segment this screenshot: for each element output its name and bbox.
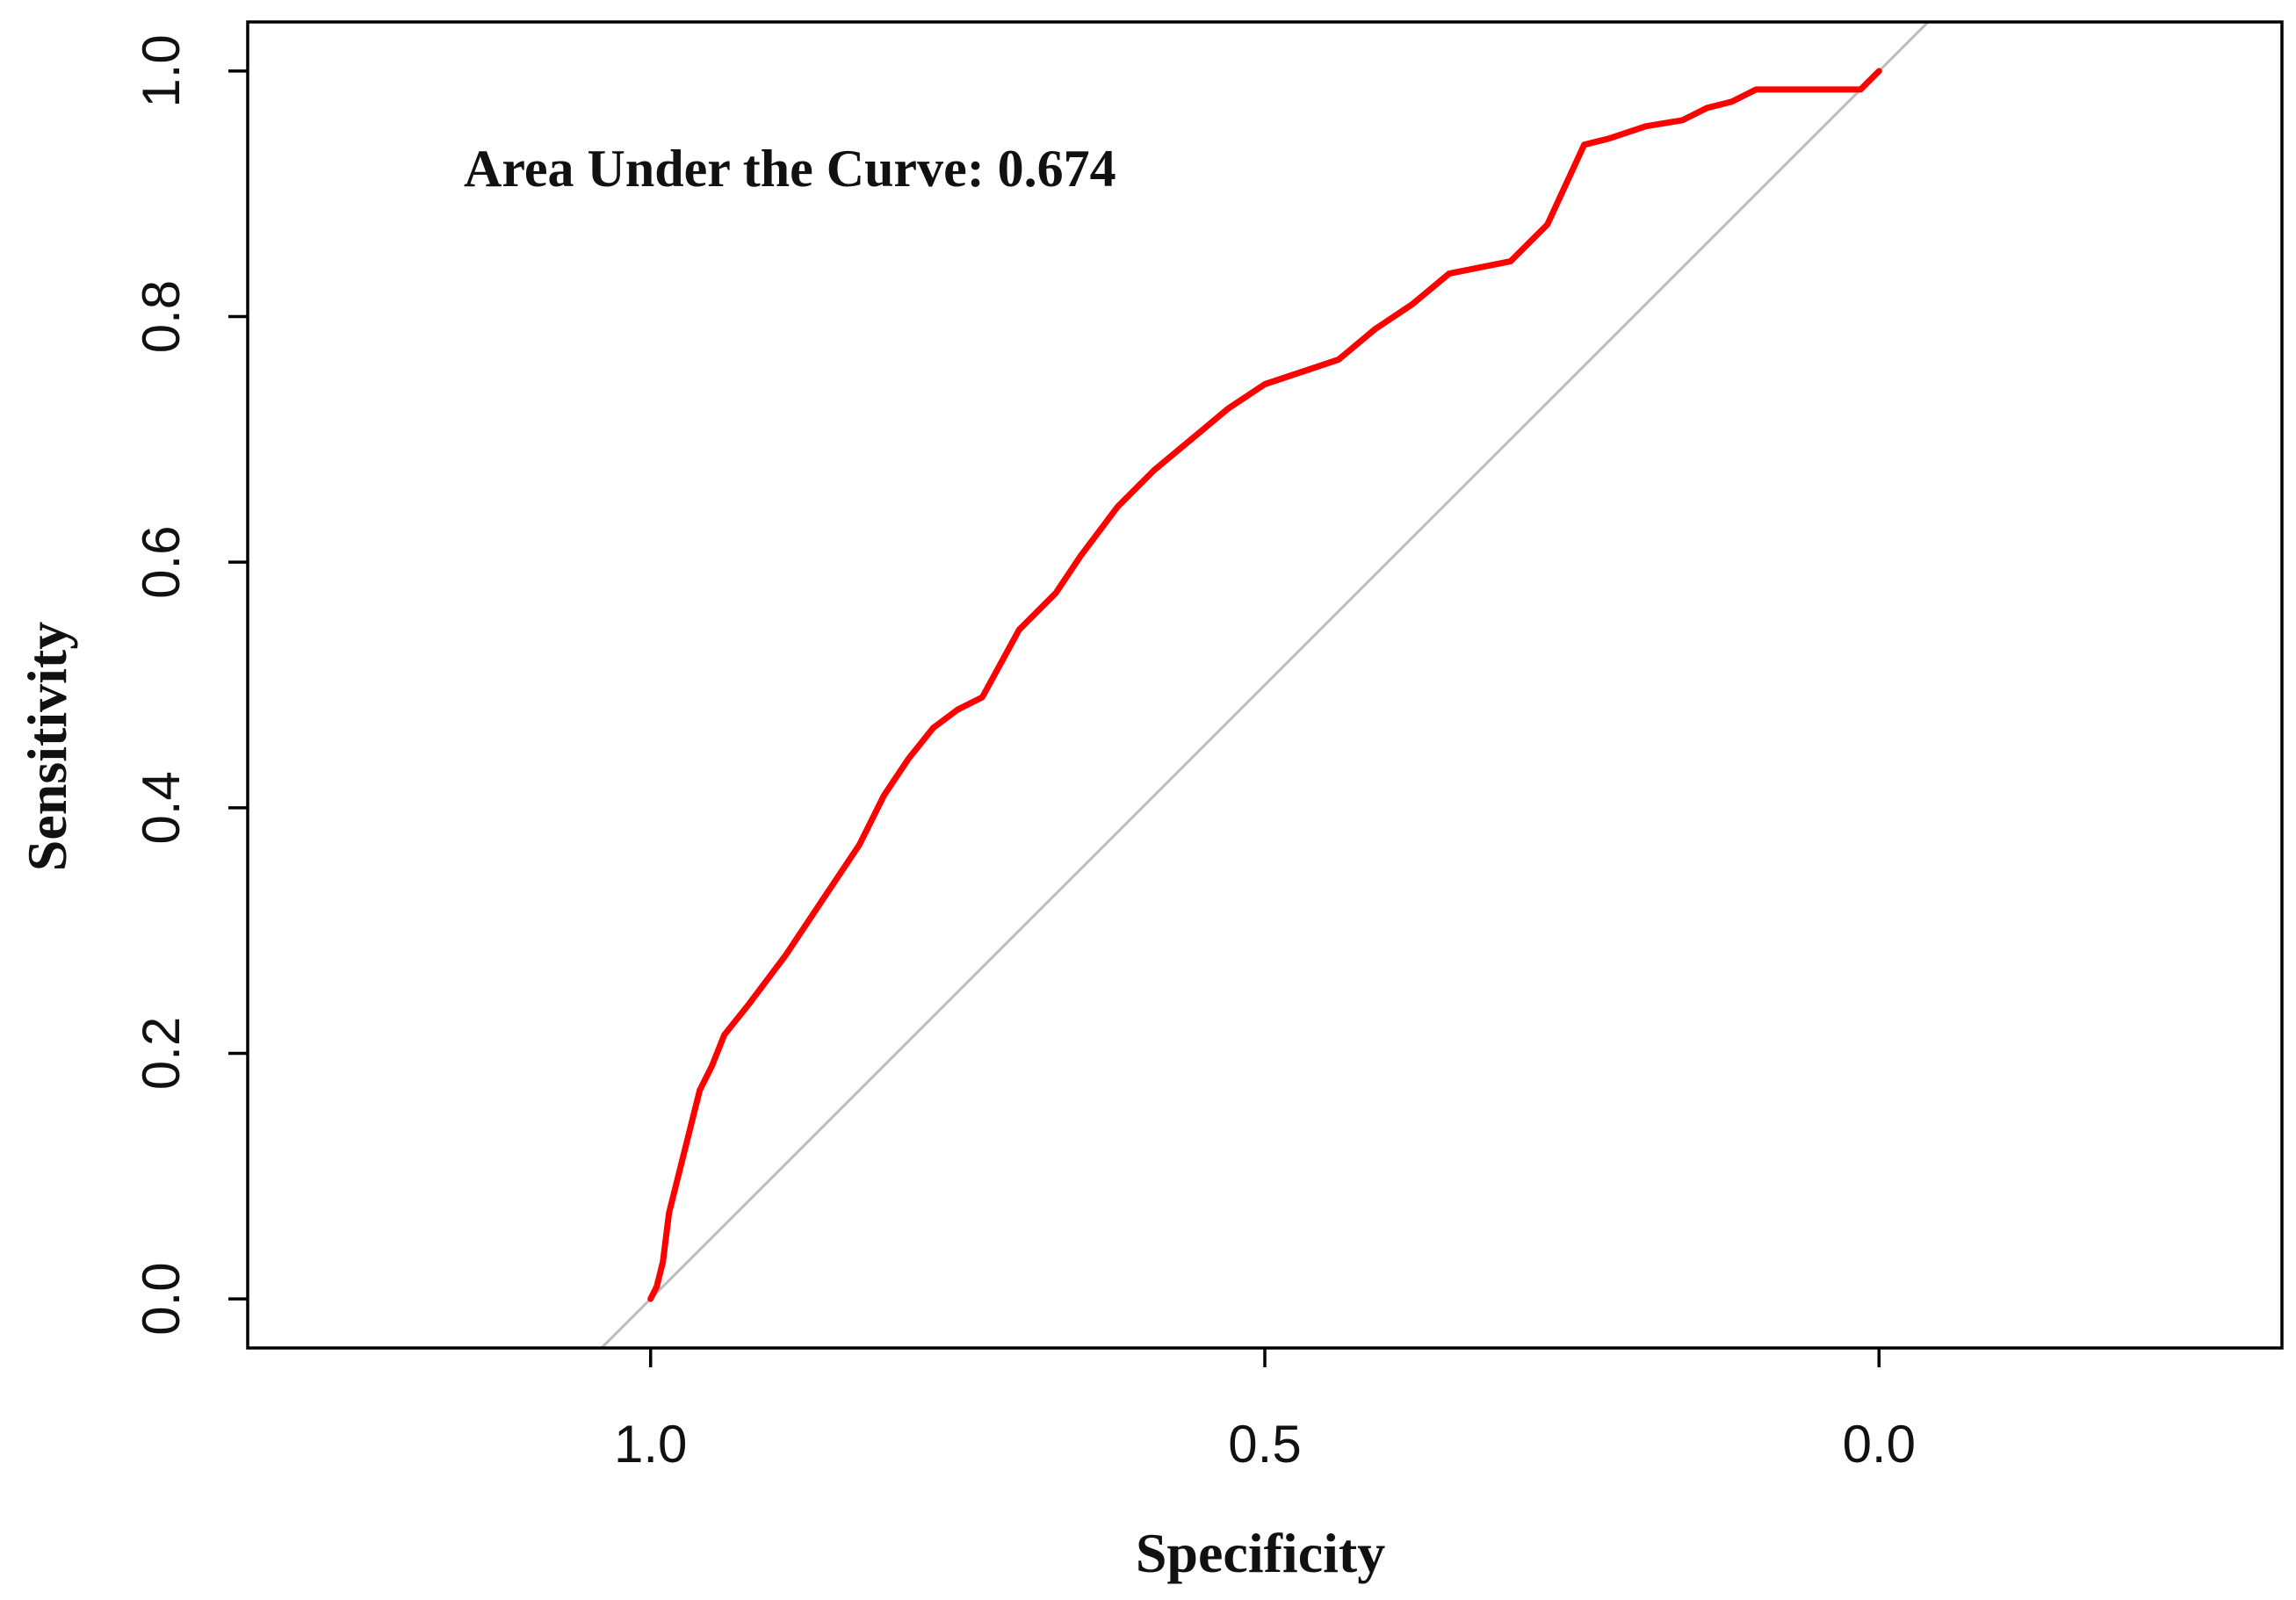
auc-annotation: Area Under the Curve: 0.674 [464, 140, 1116, 198]
y-tick-label: 0.0 [132, 1262, 191, 1335]
x-tick-label: 0.0 [1843, 1415, 1916, 1474]
y-tick-label: 0.2 [132, 1017, 191, 1090]
y-tick-label: 0.6 [132, 525, 191, 598]
x-axis-title: Specificity [1136, 1522, 1385, 1584]
roc-curve-line [647, 68, 1882, 1302]
x-tick-label: 1.0 [614, 1415, 687, 1474]
y-tick-label: 0.4 [132, 771, 191, 844]
y-axis-title: Sensitivity [16, 622, 78, 871]
reference-diagonal-line [600, 22, 1930, 1348]
x-tick-label: 0.5 [1228, 1415, 1301, 1474]
y-tick-label: 1.0 [132, 34, 191, 107]
y-tick-label: 0.8 [132, 280, 191, 353]
